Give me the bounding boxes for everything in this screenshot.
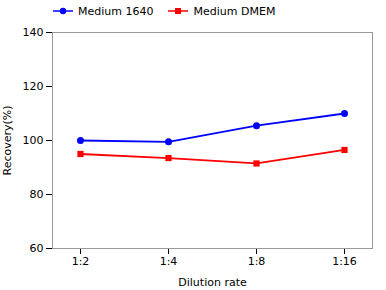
svg-text:1:2: 1:2 (72, 255, 90, 268)
svg-text:Dilution rate: Dilution rate (178, 276, 247, 289)
svg-text:1:8: 1:8 (248, 255, 266, 268)
html-text:Medium DMEM: Medium DMEM (193, 4, 276, 18)
svg-text:60: 60 (30, 242, 44, 255)
svg-text:1:16: 1:16 (332, 255, 357, 268)
svg-text:1:4: 1:4 (160, 255, 178, 268)
svg-text:100: 100 (23, 134, 44, 147)
html-text:Medium 1640: Medium 1640 (78, 4, 154, 18)
svg-text:80: 80 (30, 188, 44, 201)
svg-text:140: 140 (23, 26, 44, 39)
svg-text:120: 120 (23, 80, 44, 93)
svg-text:Recovery(%): Recovery(%) (1, 105, 14, 175)
